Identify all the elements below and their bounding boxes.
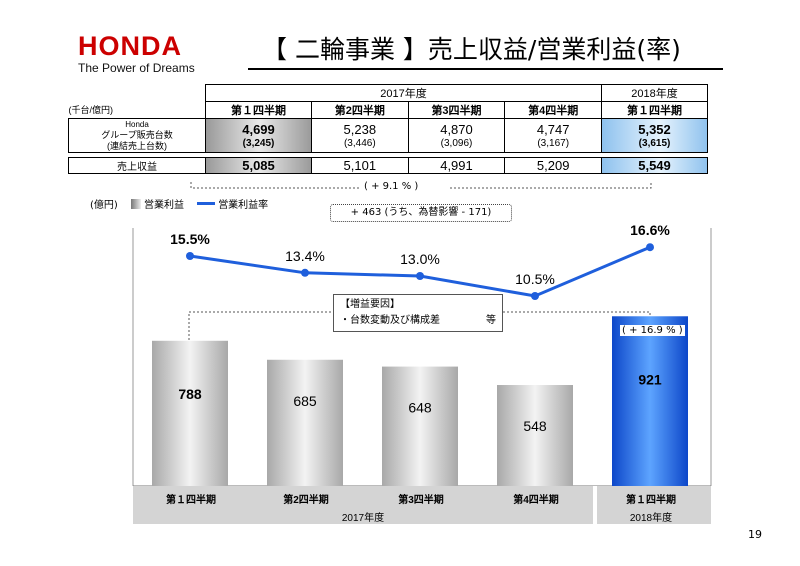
cell-group-sales: 4,747 (536, 122, 570, 137)
cell-consolidated: (3,615) (638, 138, 671, 149)
profit-bar-label: 548 (523, 418, 547, 434)
x-tick-label: 第１四半期 (626, 495, 676, 506)
margin-label: 16.6% (630, 222, 670, 238)
table-cell: 4,870 (3,096) (407, 118, 506, 153)
table-cell: 5,352 (3,615) (601, 118, 708, 153)
margin-point (301, 268, 309, 277)
cell-consolidated: (3,167) (537, 138, 570, 149)
line-legend-swatch (197, 202, 216, 205)
profit-bar (152, 340, 228, 486)
table-quarter-row: (千台/億円) 第１四半期 第2四半期 第3四半期 第4四半期 第１四半期 (68, 101, 708, 119)
row-label-revenue: 売上収益 (67, 157, 207, 174)
year-label-2018: 2018年度 (629, 513, 673, 524)
legend-operating-margin: 営業利益率 (218, 200, 269, 211)
table-cell: 5,238 (3,446) (310, 118, 409, 153)
row-label-group-sales: Honda グループ販売台数 (連結売上台数) (67, 118, 207, 153)
summary-table: 2017年度 2018年度 (千台/億円) 第１四半期 第2四半期 第3四半期 … (67, 84, 708, 174)
honda-logo: HONDA (78, 31, 182, 61)
bar-legend-swatch (131, 199, 141, 209)
page-title: 【 二輪事業 】売上収益/営業利益(率) (262, 35, 681, 64)
revenue-change-label: ( + 9.1 % ) (360, 181, 423, 192)
margin-point (531, 292, 539, 300)
factor-title: 【増益要因】 (340, 299, 400, 310)
margin-point (186, 252, 194, 260)
cell-consolidated: (3,245) (242, 138, 275, 149)
x-tick-label: 第4四半期 (513, 495, 559, 506)
x-axis-band (133, 486, 711, 524)
cell-revenue: 5,101 (310, 157, 409, 174)
margin-label: 13.4% (285, 248, 325, 264)
quarter-header: 第１四半期 (601, 101, 708, 119)
row-label-group-sales-text: グループ販売台数 (101, 130, 173, 140)
profit-bar (497, 385, 573, 486)
year-label-2017: 2017年度 (341, 513, 385, 524)
x-tick-label: 第2四半期 (283, 495, 329, 506)
revenue-bracket-left (190, 182, 362, 189)
row-label-consolidated: (連結売上台数) (107, 141, 168, 151)
cell-revenue: 5,549 (601, 157, 708, 174)
table-cell: 4,699 (3,245) (205, 118, 312, 153)
quarter-header: 第１四半期 (205, 101, 312, 119)
profit-change-label: ( + 16.9 % ) (620, 325, 685, 336)
revenue-bracket-right (450, 182, 652, 189)
x-tick-label: 第１四半期 (166, 495, 216, 506)
profit-bar (267, 359, 343, 486)
cell-revenue: 5,085 (205, 157, 312, 174)
tagline: The Power of Dreams (78, 61, 195, 75)
x-tick-label: 第3四半期 (398, 495, 444, 506)
factor-item-text: ・台数変動及び構成差 (340, 315, 440, 326)
cell-group-sales: 5,352 (638, 122, 671, 137)
year-divider (593, 486, 597, 524)
cell-consolidated: (3,096) (440, 138, 473, 149)
margin-label: 13.0% (400, 251, 440, 267)
unit-label: (千台/億円) (68, 105, 114, 116)
quarter-header: 第3四半期 (407, 101, 506, 119)
profit-bar (382, 366, 458, 486)
page-number: 19 (748, 528, 762, 541)
profit-bar-label: 788 (178, 386, 202, 402)
row-label-honda: Honda (125, 120, 149, 129)
table-row: 売上収益 5,085 5,101 4,991 5,209 5,549 (67, 157, 708, 174)
legend-operating-profit: 営業利益 (144, 200, 184, 211)
chart-legend: (億円) 営業利益 営業利益率 (90, 196, 268, 211)
cell-consolidated: (3,446) (343, 138, 376, 149)
profit-change-callout: + 463 (うち、為替影響 - 171) (330, 204, 512, 222)
margin-point (646, 243, 654, 252)
profit-bar-label: 685 (293, 393, 317, 409)
profit-bar-label: 921 (638, 371, 662, 387)
factor-suffix: 等 (486, 315, 496, 326)
table-row: Honda グループ販売台数 (連結売上台数) 4,699 (3,245) 5,2… (67, 118, 708, 153)
margin-label: 15.5% (170, 231, 210, 247)
factor-callout: 【増益要因】 ・台数変動及び構成差 等 (333, 294, 503, 332)
profit-bar-label: 648 (408, 400, 432, 416)
title-underline (248, 68, 723, 70)
cell-revenue: 4,991 (407, 157, 506, 174)
factor-item: ・台数変動及び構成差 等 (340, 313, 496, 329)
profit-bar (612, 316, 688, 486)
table-cell: 4,747 (3,167) (504, 118, 603, 153)
margin-point (416, 272, 424, 280)
cell-group-sales: 5,238 (343, 122, 377, 137)
margin-label: 10.5% (515, 271, 555, 287)
cell-revenue: 5,209 (504, 157, 603, 174)
cell-group-sales: 4,870 (440, 122, 473, 137)
unit-oku-yen: (億円) (90, 200, 118, 211)
cell-group-sales: 4,699 (242, 122, 275, 137)
